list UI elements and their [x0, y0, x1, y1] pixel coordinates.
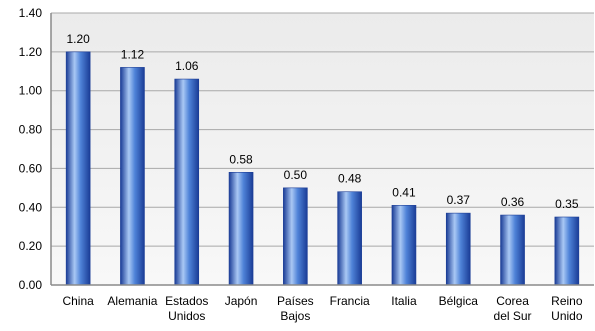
y-tick-label: 0.80	[19, 123, 43, 137]
x-tick-label: Italia	[391, 294, 417, 308]
data-label: 0.50	[284, 168, 308, 182]
x-tick-label-line: Reino	[551, 294, 583, 308]
data-label: 0.58	[229, 152, 253, 166]
x-tick-label-line: Francia	[330, 294, 370, 308]
y-tick-label: 0.00	[19, 278, 43, 292]
bar	[337, 191, 362, 286]
x-tick-label-line: Italia	[391, 294, 417, 308]
x-tick-label: Bélgica	[439, 294, 479, 308]
x-tick-label: China	[62, 294, 94, 308]
x-tick-label: Reino Unido	[551, 294, 583, 323]
x-tick-label-line: Japón	[225, 294, 258, 308]
x-tick-label: Corea del Sur	[494, 294, 532, 323]
x-tick-label: Estados Unidos	[165, 294, 208, 323]
y-tick-label: 0.20	[19, 239, 43, 253]
data-labels: 1.20 1.12 1.06 0.58 0.50 0.48 0.41 0.37 0.36 0.35	[66, 32, 578, 211]
data-label: 0.41	[392, 185, 416, 199]
data-label: 0.36	[501, 195, 525, 209]
bar	[174, 78, 200, 286]
bar	[445, 212, 471, 286]
bar	[554, 216, 580, 286]
y-axis-tick-labels: 0.00 0.20 0.40 0.60 0.80 1.00 1.20 1.40	[19, 6, 43, 292]
data-label: 0.48	[338, 172, 362, 186]
x-tick-label-line: Unido	[551, 309, 583, 323]
x-tick-label-line: Alemania	[107, 294, 157, 308]
y-tick-label: 1.20	[19, 45, 43, 59]
data-label: 1.06	[175, 59, 199, 73]
bar	[120, 67, 145, 286]
bar	[228, 172, 254, 286]
data-label: 0.37	[447, 193, 471, 207]
x-tick-label-line: Bajos	[280, 309, 310, 323]
x-tick-label: Países Bajos	[277, 294, 314, 323]
x-tick-label-line: Corea	[496, 294, 529, 308]
x-tick-label-line: del Sur	[494, 309, 532, 323]
x-axis-tick-labels: China Alemania Estados Unidos Japón Países Baj…	[62, 294, 582, 323]
x-tick-label: Francia	[330, 294, 370, 308]
x-tick-label-line: Unidos	[168, 309, 205, 323]
y-tick-label: 0.40	[19, 200, 43, 214]
data-label: 1.20	[66, 32, 90, 46]
x-tick-label: Japón	[225, 294, 258, 308]
data-label: 0.35	[555, 197, 579, 211]
x-tick-label-line: China	[62, 294, 94, 308]
x-tick-label-line: Países	[277, 294, 314, 308]
x-tick-label: Alemania	[107, 294, 157, 308]
y-tick-label: 1.40	[19, 6, 43, 20]
x-tick-label-line: Bélgica	[439, 294, 479, 308]
bar	[500, 214, 525, 286]
bar	[283, 187, 308, 286]
data-label: 1.12	[121, 47, 145, 61]
y-tick-label: 0.60	[19, 161, 43, 175]
x-tick-label-line: Estados	[165, 294, 208, 308]
y-tick-label: 1.00	[19, 84, 43, 98]
bar	[65, 51, 91, 286]
bar	[391, 205, 417, 286]
